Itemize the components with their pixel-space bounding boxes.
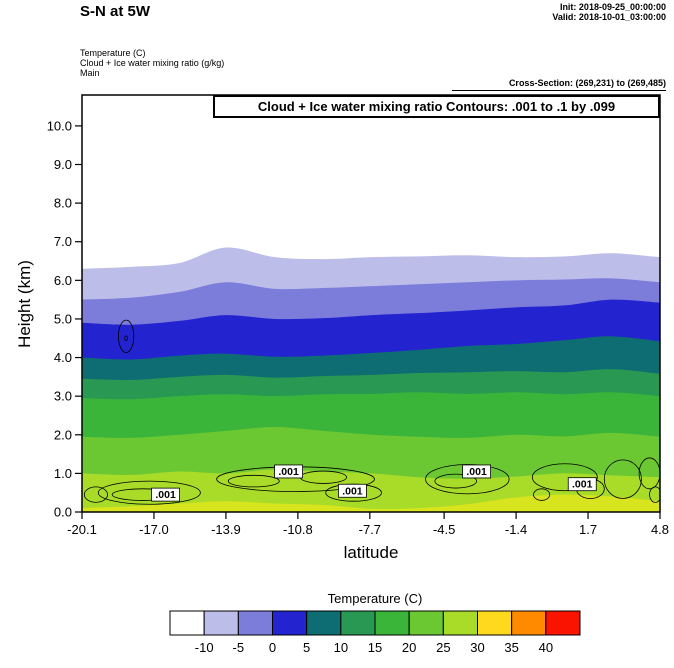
contour-label-box <box>338 483 367 498</box>
colorbar-cell <box>237 610 273 636</box>
x-tick-label: -20.1 <box>67 522 97 537</box>
cloud-contour-line <box>531 463 598 492</box>
y-tick-label: 6.0 <box>54 273 72 288</box>
colorbar-cell <box>374 610 410 636</box>
contour-label-box <box>274 464 303 479</box>
colorbar-tick-label: -10 <box>195 640 214 655</box>
colorbar-cell <box>511 610 547 636</box>
contour-label-box <box>567 477 597 492</box>
colorbar: -10 -5 0 5 10 15 20 25 30 35 40 <box>169 610 581 655</box>
cloud-contour-line <box>649 486 660 503</box>
colorbar-tick-label: 15 <box>368 640 382 655</box>
temp-band-30-to-35 <box>82 494 660 512</box>
colorbar-tick-label: -5 <box>233 640 245 655</box>
y-tick-label: 9.0 <box>54 157 72 172</box>
field-model-label: Main <box>80 68 100 78</box>
colorbar-cell <box>340 610 376 636</box>
y-tick-label: 8.0 <box>54 196 72 211</box>
y-tick-label: 7.0 <box>54 234 72 249</box>
init-time: Init: 2018-09-25_00:00:00 <box>559 2 666 12</box>
contour-label-box <box>151 487 180 502</box>
cloud-contour-line <box>83 486 108 503</box>
colorbar-tick-label: 40 <box>539 640 553 655</box>
page-title: S-N at 5W <box>80 3 151 20</box>
y-tick-label: 3.0 <box>54 389 72 404</box>
colorbar-tick-label: 10 <box>334 640 348 655</box>
colorbar-tick-label: 0 <box>269 640 276 655</box>
valid-time: Valid: 2018-10-01_03:00:00 <box>552 12 666 22</box>
colorbar-cell <box>442 610 479 636</box>
x-tick-label: -10.8 <box>283 522 313 537</box>
cloud-contour-line <box>124 335 128 341</box>
contour-label: .001 <box>278 466 299 478</box>
colorbar-cell <box>306 610 342 636</box>
x-tick-label: -7.7 <box>359 522 381 537</box>
x-axis-label: latitude <box>343 543 399 562</box>
y-tick-label: 0.0 <box>54 505 72 520</box>
contour-label: .001 <box>342 485 363 497</box>
cloud-contour-line <box>603 459 642 499</box>
field-cloud-label: Cloud + Ice water mixing ratio (g/kg) <box>80 58 225 68</box>
y-tick-label: 5.0 <box>54 311 72 326</box>
field-list: Temperature (C) Cloud + Ice water mixing… <box>80 48 224 78</box>
field-temperature-label: Temperature (C) <box>80 48 146 58</box>
colorbar-tick-label: 35 <box>504 640 518 655</box>
contour-label: .001 <box>155 489 176 501</box>
x-tick-label: 4.8 <box>651 522 669 537</box>
colorbar-cell <box>169 610 205 636</box>
colorbar-cell <box>408 610 444 636</box>
contour-label-box <box>462 464 492 479</box>
header-divider <box>452 90 666 91</box>
y-tick-label: 1.0 <box>54 466 72 481</box>
temperature-bands <box>82 247 660 512</box>
colorbar-cell <box>203 610 239 636</box>
x-tick-label: -1.4 <box>505 522 527 537</box>
x-tick-label: -13.9 <box>211 522 241 537</box>
contour-info-box: Cloud + Ice water mixing ratio Contours:… <box>213 95 660 118</box>
cloud-contour-line <box>425 464 510 495</box>
colorbar-tick-label: 20 <box>402 640 416 655</box>
contour-label: .001 <box>466 466 487 478</box>
run-times: Init: 2018-09-25_00:00:00 Valid: 2018-10… <box>552 2 666 22</box>
cloud-contour-line <box>533 488 551 501</box>
cloud-contour-line <box>227 474 280 488</box>
colorbar-tick-label: 5 <box>303 640 310 655</box>
x-tick-label: 1.7 <box>579 522 597 537</box>
colorbar-cell <box>477 610 513 636</box>
cloud-contour-line <box>97 480 201 505</box>
colorbar-tick-label: 25 <box>436 640 450 655</box>
y-tick-label: 2.0 <box>54 427 72 442</box>
cross-section-label: Cross-Section: (269,231) to (269,485) <box>508 78 666 88</box>
colorbar-title: Temperature (C) <box>327 591 423 606</box>
y-axis-ticks: 0.0 1.0 2.0 3.0 4.0 5.0 6.0 7.0 8.0 9.0 10.0 <box>47 118 82 520</box>
cloud-contour-line <box>434 473 478 489</box>
colorbar-cell <box>272 610 308 636</box>
colorbar-tick-label: 30 <box>470 640 484 655</box>
y-axis-label: Height (km) <box>15 260 34 348</box>
colorbar-cell <box>545 610 581 636</box>
x-tick-label: -17.0 <box>139 522 169 537</box>
x-tick-label: -4.5 <box>433 522 455 537</box>
y-tick-label: 10.0 <box>47 118 72 133</box>
cloud-contour-line <box>118 319 135 353</box>
contour-label: .001 <box>572 479 593 491</box>
x-axis-ticks: -20.1 -17.0 -13.9 -10.8 -7.7 -4.5 -1.4 1.7 4.8 <box>67 512 669 537</box>
y-tick-label: 4.0 <box>54 350 72 365</box>
